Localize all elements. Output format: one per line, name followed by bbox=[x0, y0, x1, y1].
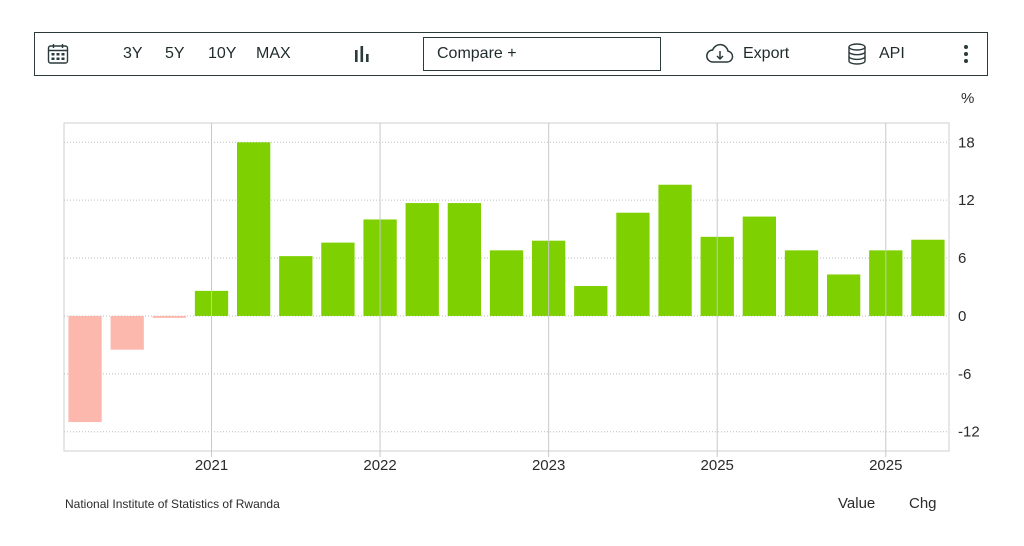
database-icon bbox=[848, 42, 866, 65]
compare-label: Compare + bbox=[437, 45, 517, 62]
range-10y-button[interactable]: 10Y bbox=[208, 44, 237, 62]
bar[interactable] bbox=[658, 184, 692, 316]
x-tick-label: 2025 bbox=[869, 457, 902, 474]
y-tick-label: -12 bbox=[958, 424, 980, 441]
x-tick-label: 2025 bbox=[701, 457, 734, 474]
y-tick-label: 18 bbox=[958, 134, 975, 151]
bar-chart-icon bbox=[355, 45, 369, 62]
plot-area-frame bbox=[63, 122, 950, 452]
range-max-button[interactable]: MAX bbox=[256, 44, 291, 62]
change-tab[interactable]: Chg bbox=[909, 495, 937, 512]
bar[interactable] bbox=[742, 216, 777, 316]
bar[interactable] bbox=[152, 315, 187, 318]
x-tick-label: 2022 bbox=[363, 457, 396, 474]
more-vertical-icon bbox=[964, 44, 968, 63]
source-label: National Institute of Statistics of Rwan… bbox=[65, 497, 280, 511]
cloud-download-icon bbox=[706, 43, 734, 63]
bar[interactable] bbox=[110, 315, 144, 350]
bar[interactable] bbox=[911, 239, 945, 316]
api-button[interactable]: API bbox=[847, 33, 905, 74]
chart-toolbar: 3Y 5Y 10Y MAX Compare + Export API bbox=[34, 32, 988, 76]
export-label: Export bbox=[743, 44, 790, 62]
export-button[interactable]: Export bbox=[705, 33, 789, 74]
chart-type-button[interactable] bbox=[353, 33, 371, 74]
y-tick-label: -6 bbox=[958, 366, 971, 383]
y-tick-label: 12 bbox=[958, 192, 975, 209]
more-menu-button[interactable] bbox=[963, 33, 969, 74]
bar[interactable] bbox=[321, 242, 355, 316]
bar[interactable] bbox=[68, 315, 102, 423]
bar[interactable] bbox=[405, 203, 439, 316]
y-tick-label: 6 bbox=[958, 250, 966, 267]
range-5y-button[interactable]: 5Y bbox=[165, 44, 185, 62]
bar[interactable] bbox=[279, 256, 313, 316]
bar[interactable] bbox=[236, 142, 271, 316]
y-tick-label: 0 bbox=[958, 308, 966, 325]
bar[interactable] bbox=[489, 250, 524, 316]
calendar-button[interactable] bbox=[47, 33, 69, 74]
calendar-icon bbox=[47, 43, 69, 64]
bar[interactable] bbox=[447, 203, 482, 316]
x-tick-label: 2023 bbox=[532, 457, 565, 474]
x-tick-label: 2021 bbox=[195, 457, 228, 474]
bar[interactable] bbox=[574, 286, 608, 316]
compare-input[interactable]: Compare + bbox=[423, 37, 661, 71]
bar[interactable] bbox=[616, 212, 650, 316]
value-tab[interactable]: Value bbox=[838, 495, 876, 512]
unit-label: % bbox=[961, 90, 975, 107]
range-3y-button[interactable]: 3Y bbox=[123, 44, 143, 62]
api-label: API bbox=[879, 44, 905, 62]
bar[interactable] bbox=[826, 274, 861, 316]
bar[interactable] bbox=[784, 250, 819, 316]
